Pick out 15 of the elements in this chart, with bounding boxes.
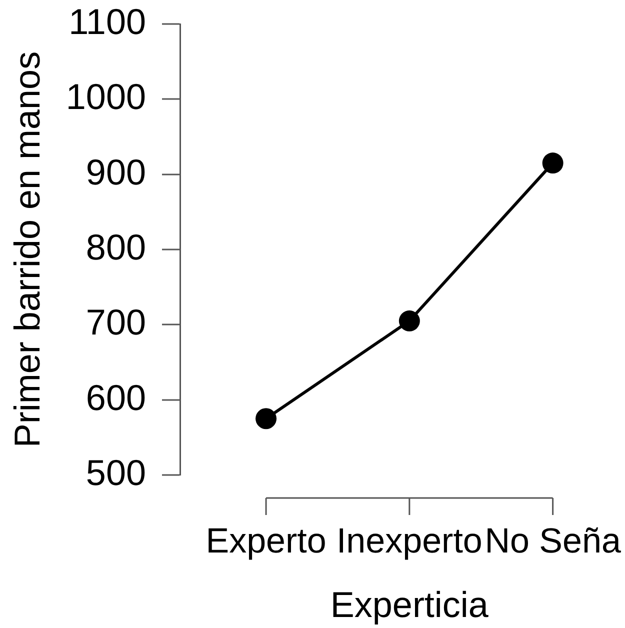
x-tick-label: No Seña <box>484 522 622 561</box>
y-tick-label: 500 <box>86 452 146 493</box>
y-tick-label: 600 <box>86 376 146 418</box>
point <box>256 408 277 430</box>
point <box>542 152 564 174</box>
x-tick-label: Experto <box>206 522 326 561</box>
y-tick-label: 1100 <box>68 0 146 42</box>
x-tick-label: Inexperto <box>336 522 482 561</box>
x-axis-title: Experticia <box>330 584 490 625</box>
y-tick-label: 800 <box>86 226 146 268</box>
y-tick-label: 700 <box>86 302 146 343</box>
y-axis-title: Primer barrido en manos <box>6 51 48 448</box>
y-tick-label: 1000 <box>66 76 146 118</box>
y-tick-label: 900 <box>86 151 146 192</box>
point <box>398 310 420 332</box>
